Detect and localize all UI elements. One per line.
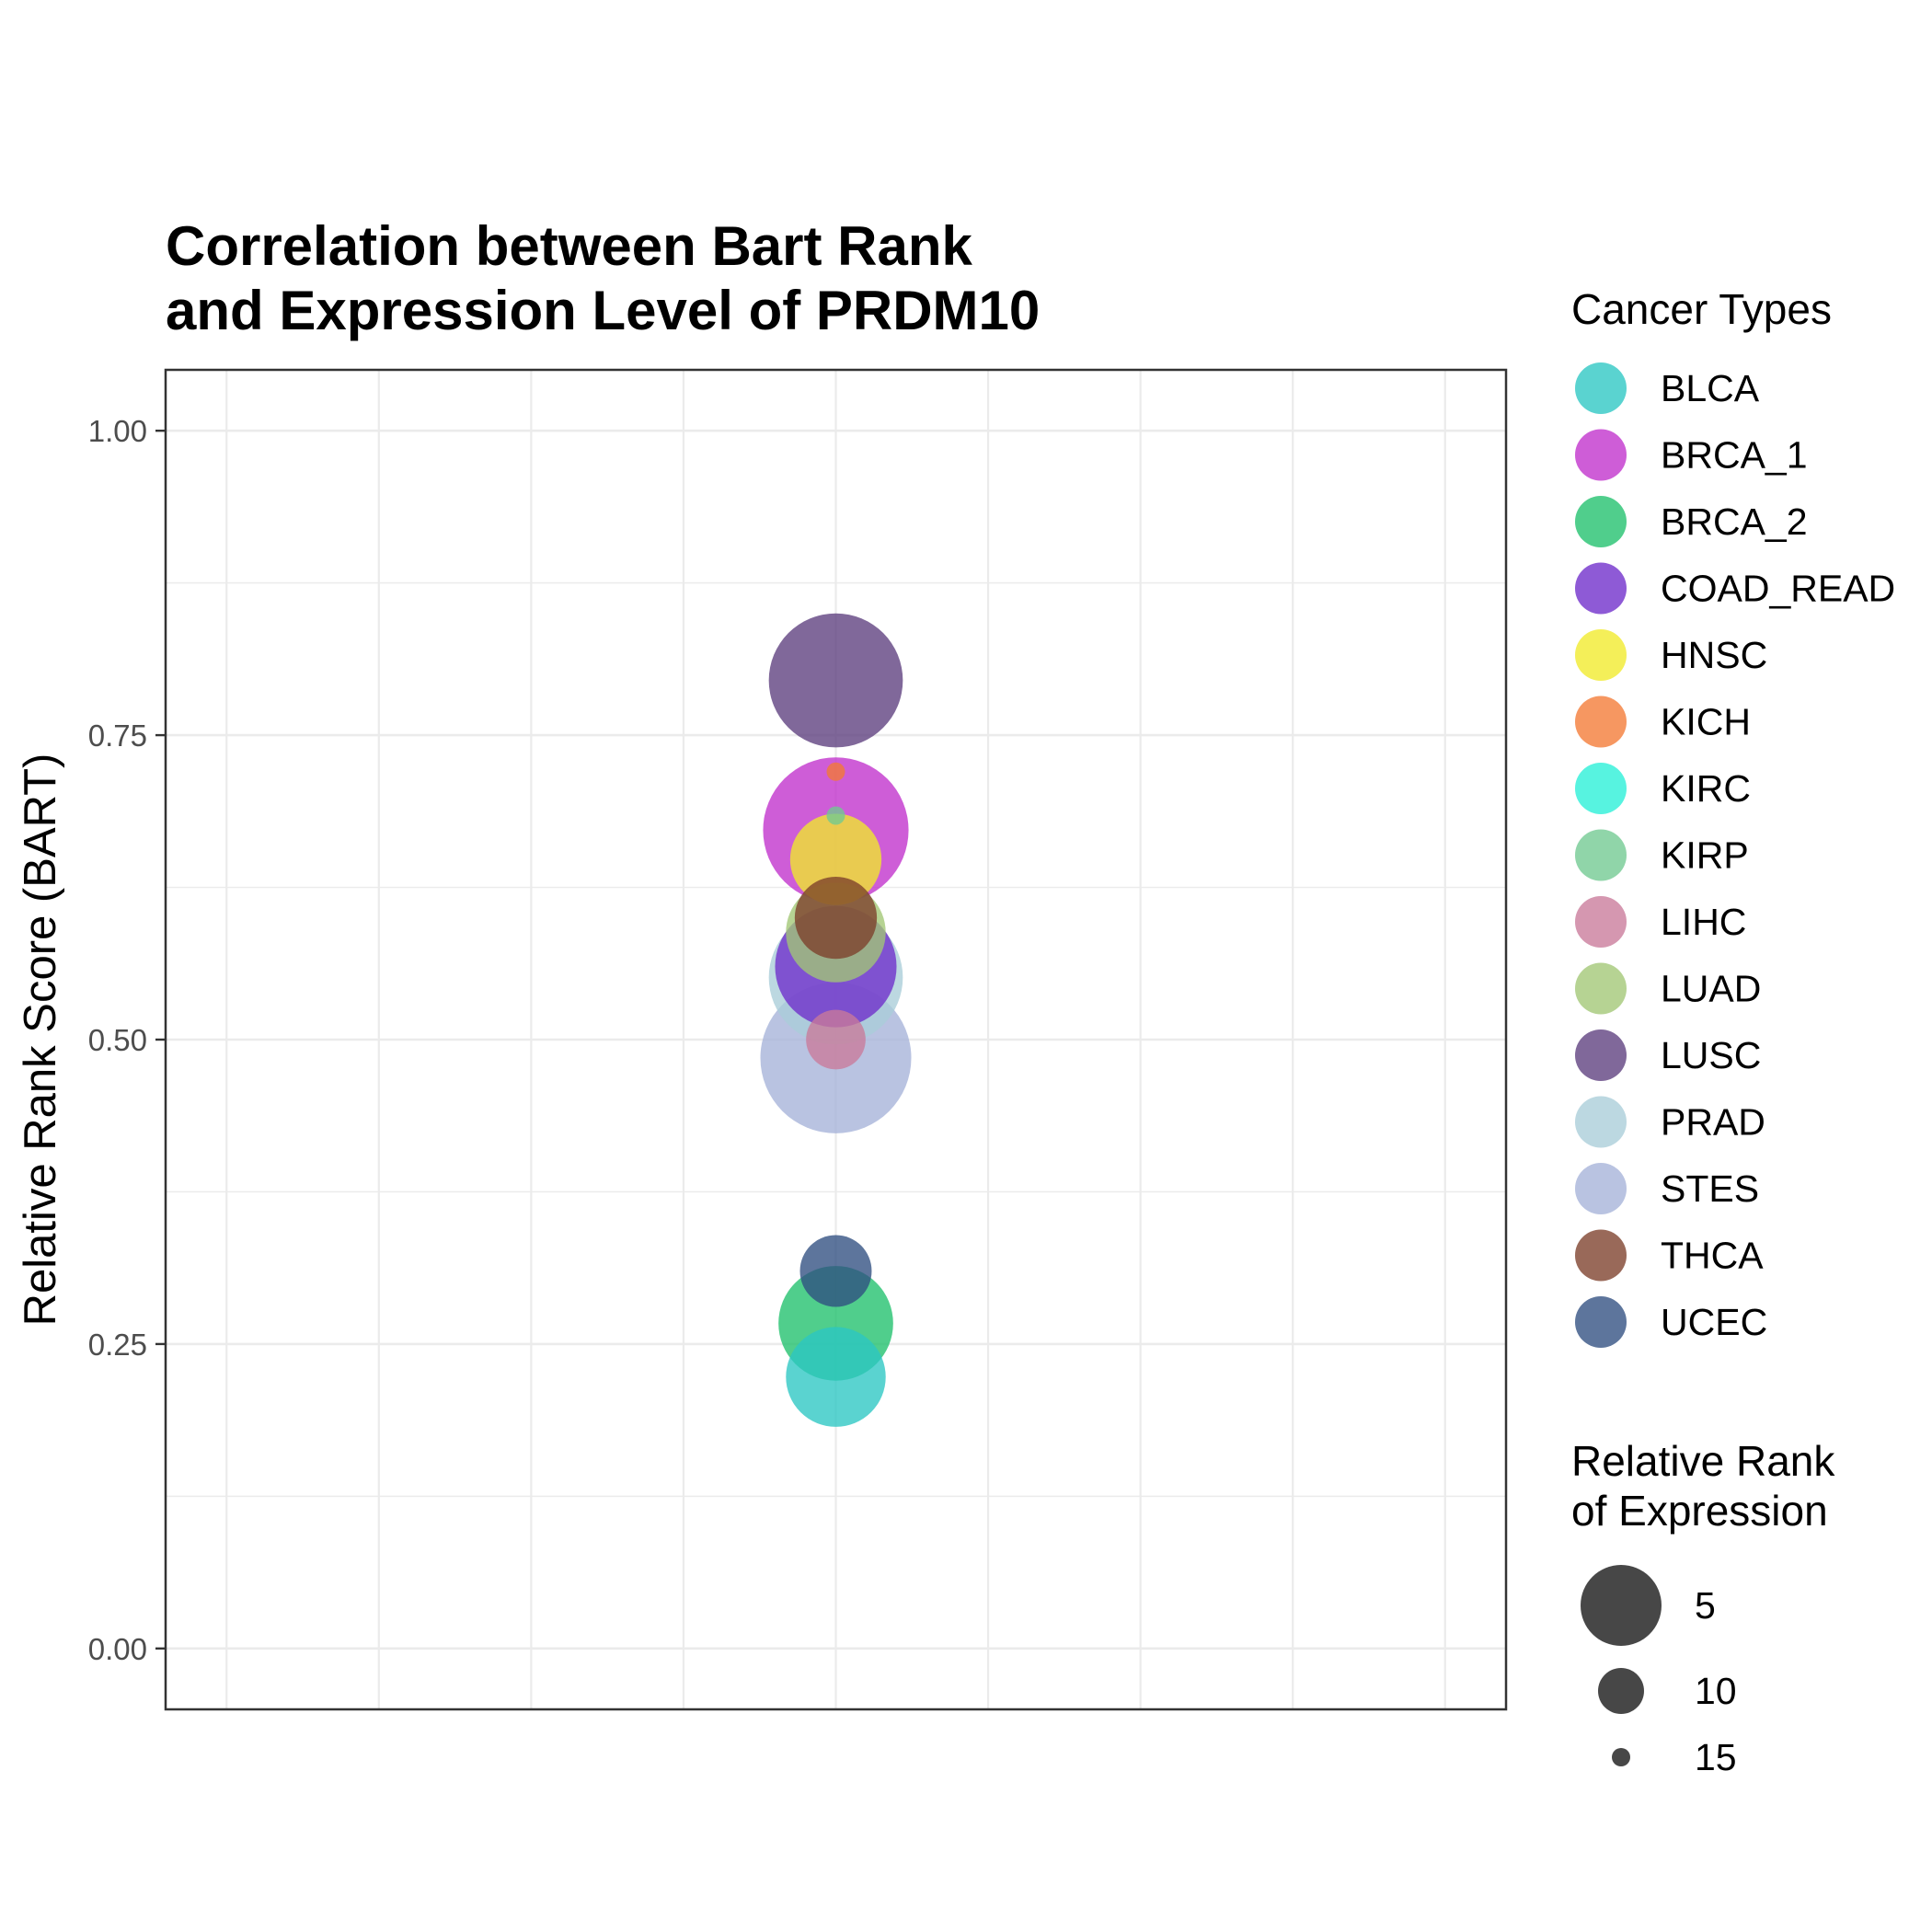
legend-label: BRCA_2 <box>1661 500 1808 543</box>
legend-item-coad-read: COAD_READ <box>1575 562 1895 615</box>
legend-item-stes: STES <box>1575 1163 1759 1214</box>
legend-label: STES <box>1661 1167 1759 1210</box>
legend-label: LUSC <box>1661 1034 1761 1076</box>
size-legend-key <box>1581 1565 1662 1646</box>
legend-key <box>1575 1096 1627 1148</box>
chart-title-line-1: Correlation between Bart Rank <box>166 215 972 277</box>
point-thca <box>794 876 878 960</box>
legend-key <box>1575 696 1627 748</box>
point-lusc <box>768 613 903 748</box>
y-tick-label: 0.75 <box>88 719 147 753</box>
legend-item-prad: PRAD <box>1575 1096 1765 1148</box>
legend-key <box>1575 962 1627 1015</box>
legend-key <box>1575 496 1627 547</box>
legend-label: HNSC <box>1661 634 1767 676</box>
legend-key <box>1575 1229 1627 1282</box>
legend-item-hnsc: HNSC <box>1575 629 1767 681</box>
size-legend: 5 10 15 <box>1581 1565 1737 1778</box>
legend-key <box>1575 896 1627 948</box>
legend-item-kirc: KIRC <box>1575 763 1751 814</box>
size-legend-key <box>1612 1748 1630 1766</box>
point-kirp <box>826 806 845 825</box>
y-tick-label: 0.50 <box>88 1023 147 1057</box>
legend-item-lusc: LUSC <box>1575 1029 1761 1081</box>
legend-label: KIRP <box>1661 834 1749 877</box>
legend-label: BLCA <box>1661 367 1760 409</box>
legend-label: BRCA_1 <box>1661 434 1808 477</box>
size-legend-item-5: 5 <box>1581 1565 1716 1646</box>
size-legend-item-15: 15 <box>1612 1736 1737 1778</box>
size-legend-title-line-2: of Expression <box>1571 1487 1828 1535</box>
point-lihc <box>806 1009 866 1070</box>
color-legend-title: Cancer Types <box>1571 285 1832 333</box>
legend-item-thca: THCA <box>1575 1229 1764 1282</box>
size-legend-label: 5 <box>1695 1584 1716 1627</box>
legend-key <box>1575 829 1627 881</box>
legend-label: THCA <box>1661 1235 1764 1277</box>
legend-item-brca-1: BRCA_1 <box>1575 429 1808 481</box>
legend-item-brca-2: BRCA_2 <box>1575 496 1808 547</box>
legend-key <box>1575 1296 1627 1348</box>
point-blca <box>786 1327 886 1427</box>
legend-key <box>1575 429 1627 481</box>
legend-label: LUAD <box>1661 968 1761 1010</box>
legend-key <box>1575 562 1627 615</box>
size-legend-key <box>1598 1668 1644 1714</box>
y-tick-label: 0.00 <box>88 1632 147 1666</box>
legend-item-lihc: LIHC <box>1575 896 1746 948</box>
y-tick-label: 0.25 <box>88 1328 147 1362</box>
legend-key <box>1575 1163 1627 1214</box>
legend-label: KIRC <box>1661 767 1751 810</box>
chart-title-line-2: and Expression Level of PRDM10 <box>166 280 1040 341</box>
legend-label: KICH <box>1661 701 1751 743</box>
legend-label: LIHC <box>1661 901 1746 943</box>
color-legend: BLCA BRCA_1 BRCA_2 COAD_READ HNSC KICH KIRC KIR… <box>1575 362 1895 1348</box>
legend-item-ucec: UCEC <box>1575 1296 1767 1348</box>
legend-item-blca: BLCA <box>1575 362 1760 414</box>
legend-item-luad: LUAD <box>1575 962 1761 1015</box>
legend-label: COAD_READ <box>1661 568 1895 610</box>
point-hnsc <box>789 813 882 905</box>
point-kich <box>826 762 845 781</box>
size-legend-label: 15 <box>1695 1736 1737 1778</box>
legend-label: PRAD <box>1661 1101 1765 1144</box>
y-tick-label: 1.00 <box>88 414 147 448</box>
size-legend-title-line-1: Relative Rank <box>1571 1437 1835 1485</box>
data-points <box>760 613 912 1427</box>
legend-item-kich: KICH <box>1575 696 1751 748</box>
legend-item-kirp: KIRP <box>1575 829 1749 881</box>
legend-key <box>1575 629 1627 681</box>
legend-label: UCEC <box>1661 1301 1767 1343</box>
legend-key <box>1575 362 1627 414</box>
y-axis: 0.00 0.25 0.50 0.75 1.00 <box>88 414 166 1666</box>
legend-key <box>1575 1029 1627 1081</box>
legend-key <box>1575 763 1627 814</box>
plot-area <box>164 368 1508 1711</box>
point-ucec <box>799 1235 872 1307</box>
size-legend-label: 10 <box>1695 1670 1737 1712</box>
size-legend-item-10: 10 <box>1598 1668 1737 1714</box>
y-axis-label: Relative Rank Score (BART) <box>16 753 65 1327</box>
